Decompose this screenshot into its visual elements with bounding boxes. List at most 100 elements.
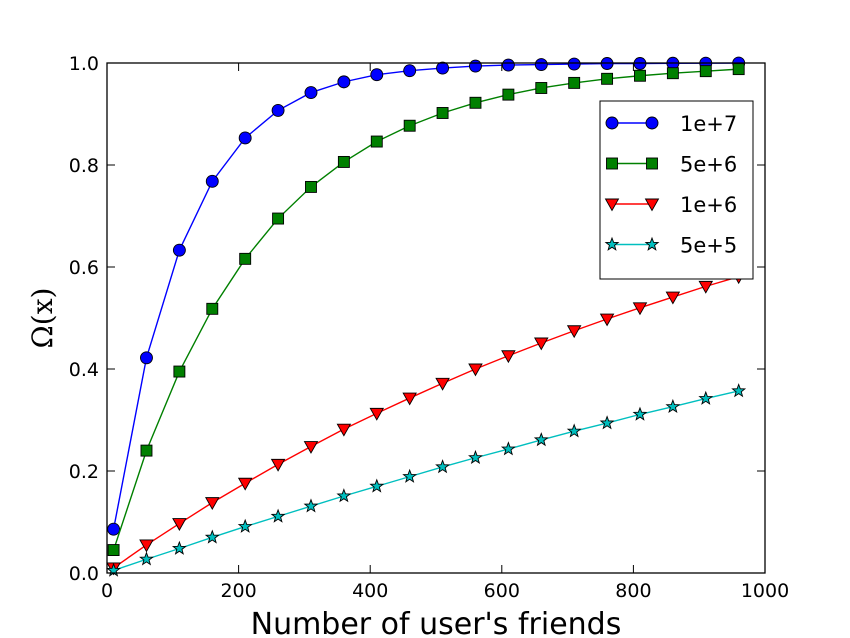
legend-marker	[605, 116, 619, 130]
data-point	[305, 180, 317, 193]
data-point	[436, 61, 450, 75]
data-point	[237, 477, 253, 491]
data-point	[370, 135, 383, 148]
data-point	[403, 64, 417, 78]
data-point	[337, 155, 350, 168]
data-point	[173, 365, 186, 378]
y-axis-label: Ω(x)	[26, 288, 59, 349]
data-point	[107, 544, 120, 556]
y-tick-label: 0.4	[69, 359, 99, 381]
series-2	[106, 271, 746, 576]
legend-box	[599, 100, 754, 280]
data-point	[534, 337, 549, 351]
data-point	[171, 540, 187, 555]
data-point	[731, 383, 747, 398]
legend-marker	[645, 116, 659, 130]
legend-entry: 5e+5	[604, 234, 737, 258]
data-point	[369, 407, 385, 421]
data-point	[501, 58, 515, 72]
x-axis-label: Number of user's friends	[251, 607, 622, 638]
data-point	[140, 351, 153, 365]
data-point	[270, 508, 286, 523]
data-point	[107, 522, 121, 536]
legend-label: 5e+6	[680, 153, 737, 177]
data-point	[500, 441, 516, 456]
legend-marker	[604, 236, 620, 251]
data-point	[139, 539, 154, 553]
data-point	[172, 518, 187, 531]
x-tick-label: 600	[484, 580, 520, 602]
legend-label: 1e+6	[680, 193, 737, 217]
data-point	[272, 212, 285, 225]
data-point	[205, 497, 220, 511]
data-point	[534, 58, 548, 71]
data-point	[501, 350, 516, 364]
y-tick-label: 1.0	[69, 53, 99, 75]
data-point	[665, 291, 681, 305]
data-point	[336, 423, 352, 437]
data-point	[698, 280, 714, 294]
y-tick-label: 0.8	[69, 155, 99, 177]
data-point	[698, 390, 714, 405]
legend: 1e+7 5e+6 1e+6 5e+5	[599, 100, 754, 280]
data-point	[369, 478, 385, 493]
data-point	[206, 302, 219, 315]
data-point	[139, 551, 154, 566]
data-point	[566, 325, 582, 339]
data-point	[140, 444, 153, 457]
data-point	[435, 377, 450, 391]
y-tick-label: 0.2	[69, 461, 99, 483]
data-point	[238, 131, 252, 145]
data-point	[270, 458, 286, 472]
data-point	[436, 107, 449, 119]
data-point	[303, 498, 319, 513]
data-point	[699, 65, 712, 78]
data-point	[204, 529, 220, 544]
data-point	[567, 57, 581, 71]
series-3	[106, 383, 747, 577]
data-point	[599, 415, 615, 430]
series-1	[107, 63, 745, 556]
data-point	[370, 68, 384, 82]
legend-entry: 1e+6	[604, 193, 737, 217]
data-point	[468, 363, 483, 377]
data-point	[336, 488, 352, 503]
x-tick-label: 800	[615, 580, 651, 602]
data-point	[533, 432, 549, 447]
data-point	[601, 72, 614, 85]
legend-label: 1e+7	[680, 112, 737, 136]
data-point	[303, 441, 319, 454]
data-point	[599, 313, 615, 327]
data-point	[172, 243, 186, 257]
data-point	[632, 406, 648, 421]
legend-marker	[644, 236, 660, 251]
data-point	[665, 398, 681, 414]
data-point	[237, 518, 253, 533]
data-point	[271, 103, 285, 117]
legend-marker	[604, 198, 620, 212]
x-tick-label: 200	[220, 580, 256, 602]
y-tick-label: 0.0	[69, 563, 99, 585]
data-point	[402, 392, 417, 406]
data-point	[337, 75, 351, 89]
data-point	[239, 252, 252, 265]
y-tick-label: 0.6	[69, 257, 99, 279]
plot-area	[106, 56, 747, 577]
axis-ticks: 0 200 400 600 800 1000 0.0 0.2 0.4 0.6 0.8 1.0	[69, 53, 789, 602]
data-point	[502, 88, 515, 101]
axes-frame	[106, 62, 766, 574]
data-point	[632, 302, 648, 316]
data-point	[566, 423, 582, 438]
data-point	[666, 67, 679, 80]
data-point	[403, 119, 416, 132]
data-point	[304, 86, 318, 100]
legend-entry: 1e+7	[605, 112, 737, 136]
legend-entry: 5e+6	[606, 153, 737, 177]
data-point	[634, 69, 646, 82]
legend-marker	[644, 198, 660, 212]
data-point	[469, 59, 482, 73]
data-point	[402, 468, 418, 483]
data-point	[469, 96, 482, 109]
